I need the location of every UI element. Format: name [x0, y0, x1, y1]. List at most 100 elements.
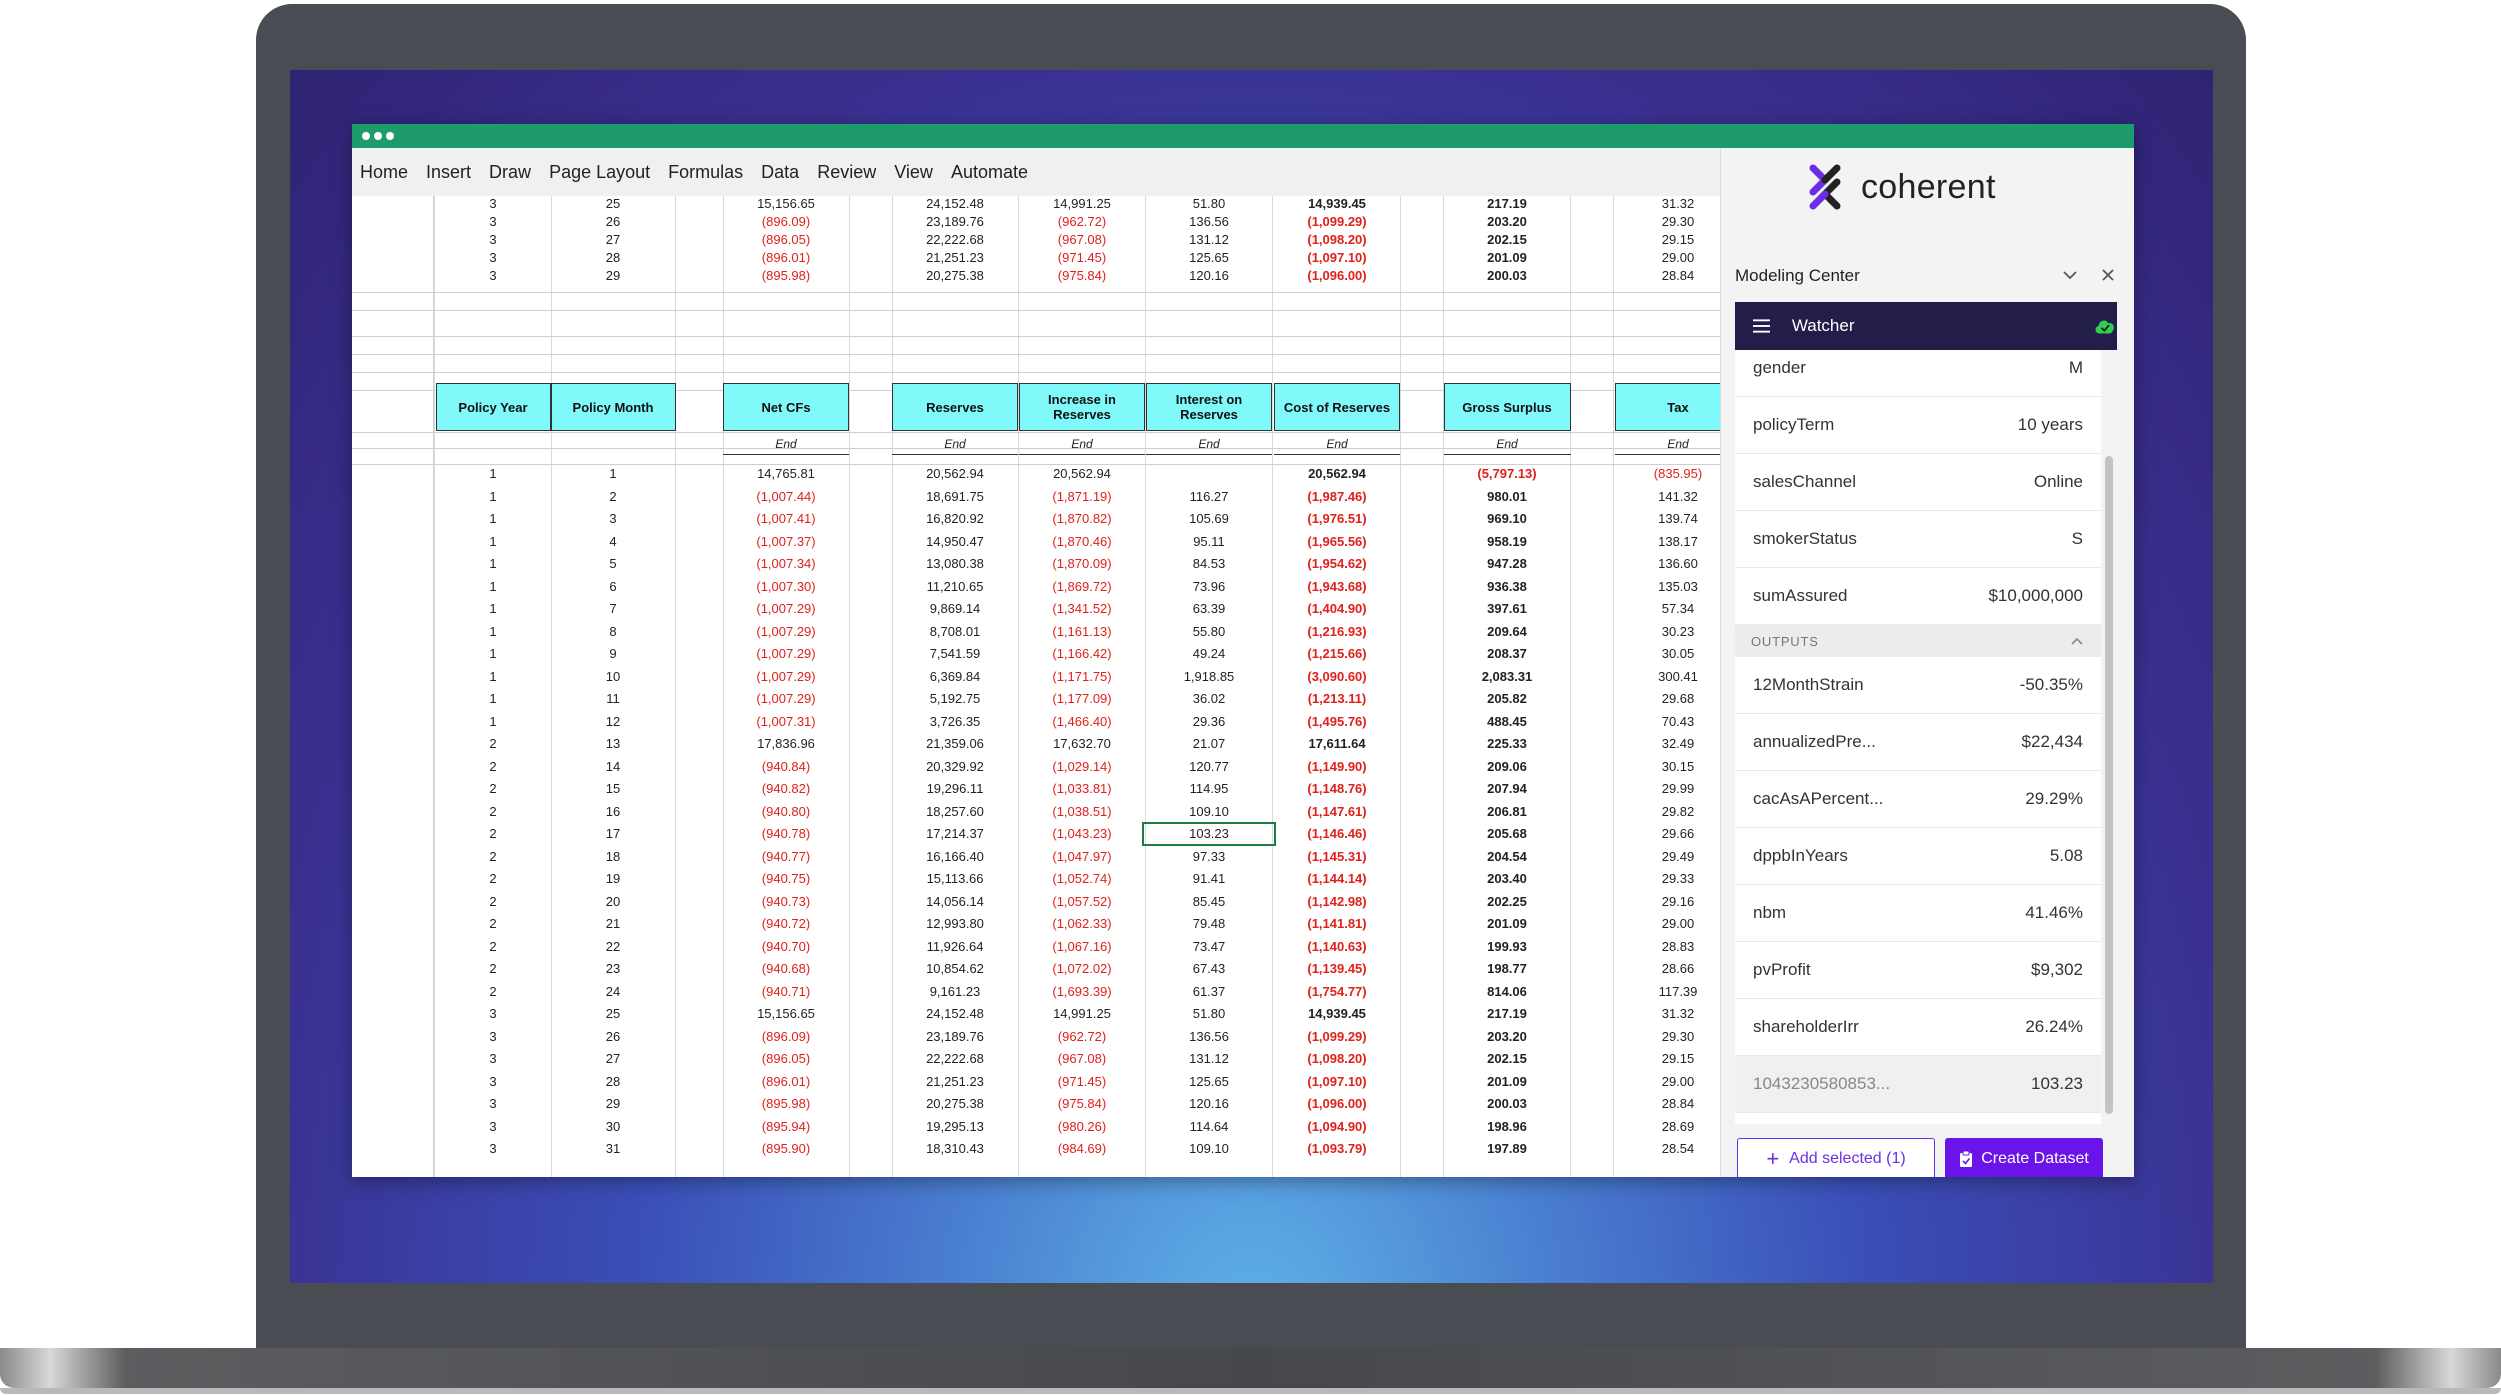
cell-policy-month[interactable]: 29: [605, 1096, 621, 1111]
cell-policy-month[interactable]: 5: [609, 556, 617, 571]
output-item[interactable]: dppbInYears 5.08: [1735, 828, 2101, 885]
cell-reserves[interactable]: 18,257.60: [926, 804, 984, 819]
cell-gross-surplus[interactable]: 203.40: [1487, 871, 1527, 886]
cell-cost-of-reserves[interactable]: (1,099.29): [1307, 214, 1367, 229]
cell-policy-month[interactable]: 28: [605, 250, 621, 265]
cell-net-cfs[interactable]: (940.78): [761, 826, 811, 841]
cell-reserves[interactable]: 20,329.92: [926, 759, 984, 774]
cell-cost-of-reserves[interactable]: (1,097.10): [1307, 1074, 1367, 1089]
cell-policy-month[interactable]: 14: [605, 759, 621, 774]
cell-interest-on-reserves[interactable]: 105.69: [1189, 511, 1229, 526]
cell-reserves[interactable]: 17,214.37: [926, 826, 984, 841]
cell-tax[interactable]: 30.05: [1661, 646, 1695, 661]
cell-tax[interactable]: 30.23: [1661, 624, 1695, 639]
cell-cost-of-reserves[interactable]: (1,148.76): [1307, 781, 1367, 796]
chevron-down-icon[interactable]: [2059, 264, 2081, 286]
cell-policy-month[interactable]: 27: [605, 232, 621, 247]
cell-net-cfs[interactable]: (940.84): [761, 759, 811, 774]
cell-interest-on-reserves[interactable]: 21.07: [1192, 736, 1226, 751]
cell-increase-in-reserves[interactable]: 14,991.25: [1053, 196, 1111, 211]
cell-gross-surplus[interactable]: 204.54: [1487, 849, 1527, 864]
cell-reserves[interactable]: 23,189.76: [926, 214, 984, 229]
cell-increase-in-reserves[interactable]: (1,870.82): [1052, 511, 1112, 526]
output-item[interactable]: cacAsAPercent... 29.29%: [1735, 771, 2101, 828]
cell-cost-of-reserves[interactable]: (1,094.90): [1307, 1119, 1367, 1134]
cell-increase-in-reserves[interactable]: 14,991.25: [1053, 1006, 1111, 1021]
cell-policy-month[interactable]: 23: [605, 961, 621, 976]
cell-net-cfs[interactable]: (895.90): [761, 1141, 811, 1156]
cell-cost-of-reserves[interactable]: (1,954.62): [1307, 556, 1367, 571]
cell-policy-year[interactable]: 3: [489, 1096, 497, 1111]
cell-interest-on-reserves[interactable]: 49.24: [1192, 646, 1226, 661]
cell-increase-in-reserves[interactable]: (1,161.13): [1052, 624, 1112, 639]
cell-reserves[interactable]: 22,222.68: [926, 1051, 984, 1066]
cell-policy-month[interactable]: 19: [605, 871, 621, 886]
cell-policy-year[interactable]: 2: [489, 961, 497, 976]
cell-policy-year[interactable]: 2: [489, 759, 497, 774]
cell-policy-year[interactable]: 3: [489, 250, 497, 265]
chevron-up-icon[interactable]: [2071, 637, 2083, 645]
cell-policy-year[interactable]: 2: [489, 894, 497, 909]
cell-tax[interactable]: 29.30: [1661, 214, 1695, 229]
cell-interest-on-reserves[interactable]: 120.16: [1189, 268, 1229, 283]
cell-policy-month[interactable]: 2: [609, 489, 617, 504]
cell-increase-in-reserves[interactable]: (984.69): [1057, 1141, 1107, 1156]
cell-cost-of-reserves[interactable]: 17,611.64: [1308, 736, 1366, 751]
cell-interest-on-reserves[interactable]: 85.45: [1192, 894, 1226, 909]
cell-cost-of-reserves[interactable]: 20,562.94: [1308, 466, 1366, 481]
cell-net-cfs[interactable]: (895.98): [761, 268, 811, 283]
cell-policy-year[interactable]: 1: [489, 579, 497, 594]
cell-policy-month[interactable]: 8: [609, 624, 617, 639]
cell-cost-of-reserves[interactable]: (3,090.60): [1307, 669, 1367, 684]
cell-increase-in-reserves[interactable]: (971.45): [1057, 1074, 1107, 1089]
cell-increase-in-reserves[interactable]: (1,029.14): [1052, 759, 1112, 774]
cell-policy-month[interactable]: 25: [605, 1006, 621, 1021]
cell-net-cfs[interactable]: 17,836.96: [757, 736, 815, 751]
cell-gross-surplus[interactable]: 202.25: [1487, 894, 1527, 909]
cell-gross-surplus[interactable]: 969.10: [1487, 511, 1527, 526]
cell-cost-of-reserves[interactable]: (1,404.90): [1307, 601, 1367, 616]
cell-cost-of-reserves[interactable]: (1,976.51): [1307, 511, 1367, 526]
cell-reserves[interactable]: 24,152.48: [926, 196, 984, 211]
cell-increase-in-reserves[interactable]: (967.08): [1057, 232, 1107, 247]
cell-policy-year[interactable]: 2: [489, 916, 497, 931]
cell-tax[interactable]: 28.54: [1661, 1141, 1695, 1156]
cell-gross-surplus[interactable]: 203.20: [1487, 214, 1527, 229]
cell-interest-on-reserves[interactable]: 125.65: [1189, 1074, 1229, 1089]
cell-reserves[interactable]: 18,310.43: [926, 1141, 984, 1156]
cell-interest-on-reserves[interactable]: 73.47: [1192, 939, 1226, 954]
cell-reserves[interactable]: 20,562.94: [926, 466, 984, 481]
cell-reserves[interactable]: 11,210.65: [926, 579, 984, 594]
cell-policy-year[interactable]: 3: [489, 196, 497, 211]
cell-increase-in-reserves[interactable]: (975.84): [1057, 268, 1107, 283]
cell-cost-of-reserves[interactable]: (1,139.45): [1307, 961, 1367, 976]
cell-policy-year[interactable]: 2: [489, 984, 497, 999]
cell-reserves[interactable]: 10,854.62: [926, 961, 984, 976]
cell-increase-in-reserves[interactable]: (1,693.39): [1052, 984, 1112, 999]
cell-increase-in-reserves[interactable]: (1,047.97): [1052, 849, 1112, 864]
cell-gross-surplus[interactable]: 488.45: [1487, 714, 1527, 729]
cell-reserves[interactable]: 15,113.66: [926, 871, 984, 886]
cell-interest-on-reserves[interactable]: 116.27: [1189, 489, 1229, 504]
cell-interest-on-reserves[interactable]: 91.41: [1192, 871, 1226, 886]
cell-policy-year[interactable]: 3: [489, 1051, 497, 1066]
cell-cost-of-reserves[interactable]: (1,140.63): [1307, 939, 1367, 954]
cell-net-cfs[interactable]: (895.98): [761, 1096, 811, 1111]
cell-interest-on-reserves[interactable]: 84.53: [1192, 556, 1226, 571]
close-icon[interactable]: [2097, 264, 2119, 286]
cell-gross-surplus[interactable]: 206.81: [1487, 804, 1527, 819]
cell-tax[interactable]: 31.32: [1661, 196, 1695, 211]
cell-policy-month[interactable]: 11: [606, 691, 620, 706]
cell-increase-in-reserves[interactable]: (1,870.46): [1052, 534, 1112, 549]
cell-net-cfs[interactable]: (1,007.29): [756, 669, 816, 684]
cell-policy-year[interactable]: 2: [489, 826, 497, 841]
cell-policy-month[interactable]: 6: [609, 579, 617, 594]
cell-gross-surplus[interactable]: 202.15: [1487, 1051, 1527, 1066]
cell-reserves[interactable]: 22,222.68: [926, 232, 984, 247]
cell-policy-month[interactable]: 24: [605, 984, 621, 999]
cell-interest-on-reserves[interactable]: 61.37: [1192, 984, 1226, 999]
cell-increase-in-reserves[interactable]: (971.45): [1057, 250, 1107, 265]
cell-cost-of-reserves[interactable]: (1,141.81): [1307, 916, 1367, 931]
cell-gross-surplus[interactable]: (5,797.13): [1477, 466, 1537, 481]
cell-gross-surplus[interactable]: 225.33: [1487, 736, 1527, 751]
